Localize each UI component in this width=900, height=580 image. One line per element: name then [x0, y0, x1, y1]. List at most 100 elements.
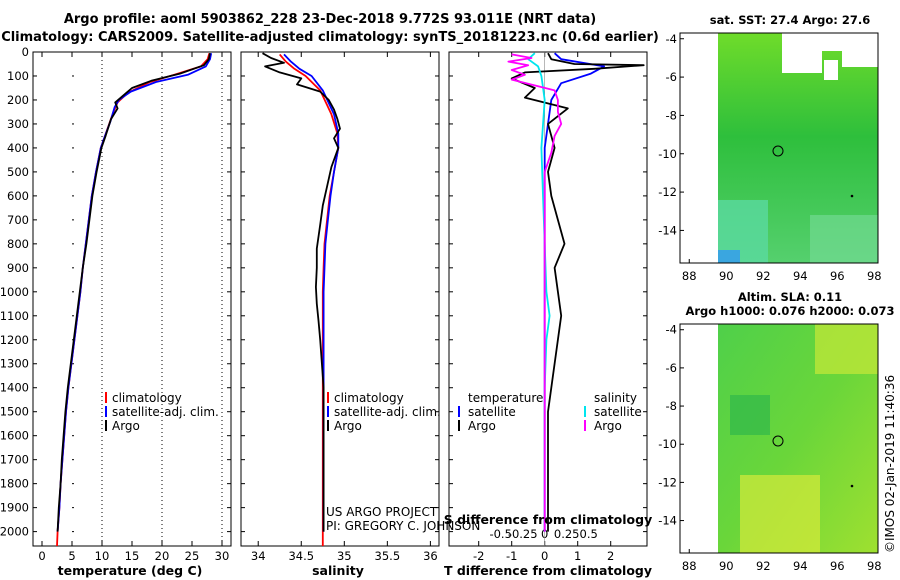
legend-label-argo: Argo — [112, 419, 140, 433]
legend-label-argo: Argo — [334, 419, 362, 433]
depth-tick-label: 1000 — [0, 285, 29, 299]
map-y-tick-label: -8 — [666, 108, 677, 122]
legend-swatch-t-satellite — [458, 406, 460, 417]
legend-label-satellite: satellite-adj. clim. — [112, 405, 219, 419]
x-tick-label: -1 — [506, 549, 517, 563]
depth-tick-label: 200 — [7, 93, 29, 107]
sal-diff-tick-label: 0.25 — [554, 527, 580, 541]
map-y-tick-label: -8 — [666, 399, 677, 413]
depth-tick-label: 1800 — [0, 477, 29, 491]
project-label: US ARGO PROJECT — [326, 505, 438, 519]
sla-map-frame — [679, 323, 879, 554]
map-y-tick-label: -12 — [658, 185, 677, 199]
map-y-tick-label: -6 — [666, 70, 677, 84]
legend-label-s-argo: Argo — [594, 419, 622, 433]
x-tick-label: 35.5 — [375, 549, 401, 563]
depth-tick-label: 600 — [7, 189, 29, 203]
map-x-tick-label: 92 — [756, 559, 771, 573]
x-tick-label: -2 — [473, 549, 484, 563]
profile-line-argo — [262, 52, 341, 532]
profile-line-satellite-adj-clim- — [56, 53, 213, 532]
sla-argo-position-marker — [772, 435, 784, 447]
temperature-axis-label: temperature (deg C) — [58, 563, 203, 578]
map-x-tick-label: 94 — [793, 559, 808, 573]
map-x-tick-label: 94 — [793, 269, 808, 283]
sst-cloud-patch — [782, 51, 822, 73]
x-tick-label: 0 — [38, 549, 45, 563]
depth-tick-label: 700 — [7, 213, 29, 227]
depth-tick-label: 1100 — [0, 309, 29, 323]
figure-title-line1: Argo profile: aoml 5903862_228 23-Dec-20… — [64, 12, 596, 27]
sla-yellow-patch — [740, 475, 820, 553]
depth-tick-label: 1500 — [0, 405, 29, 419]
map-y-tick-label: -12 — [658, 475, 677, 489]
legend-label-s-satellite: satellite — [594, 405, 642, 419]
map-x-tick-label: 98 — [867, 559, 882, 573]
sst-cloud-patch — [842, 51, 878, 67]
legend-swatch-climatology — [105, 392, 107, 403]
sst-island-marker — [850, 194, 854, 198]
depth-tick-label: 400 — [7, 141, 29, 155]
profile-lines — [56, 52, 645, 546]
depth-tick-label: 800 — [7, 237, 29, 251]
map-y-tick-label: -10 — [658, 437, 677, 451]
map-y-tick-label: -4 — [666, 32, 677, 46]
sla-map-title-line1: Altim. SLA: 0.11 — [738, 290, 842, 304]
legend-label-climatology: climatology — [334, 391, 404, 405]
sla-map-title-line2: Argo h1000: 0.076 h2000: 0.073 — [685, 304, 894, 318]
figure-title-line2: Climatology: CARS2009. Satellite-adjuste… — [1, 30, 659, 45]
map-y-tick-label: -14 — [658, 223, 677, 237]
x-tick-label: 10 — [95, 549, 110, 563]
x-tick-label: 1 — [574, 549, 581, 563]
x-tick-label: 25 — [185, 549, 200, 563]
legend-swatch-satellite — [327, 406, 329, 417]
depth-tick-label: 1300 — [0, 357, 29, 371]
map-x-tick-label: 96 — [830, 269, 845, 283]
temperature-panel-frame — [32, 51, 232, 547]
legend-header-temperature: temperature — [468, 391, 543, 405]
depth-tick-label: 0 — [22, 45, 29, 59]
sla-yellow-patch — [815, 324, 878, 374]
profile-line-satellite-adj-clim- — [283, 53, 340, 532]
map-y-tick-label: -14 — [658, 514, 677, 528]
map-x-tick-label: 88 — [682, 559, 697, 573]
temperature-legend: climatology satellite-adj. clim. Argo — [105, 391, 219, 433]
sla-map — [679, 323, 879, 554]
map-x-tick-label: 98 — [867, 269, 882, 283]
depth-tick-label: 100 — [7, 69, 29, 83]
difference-legend-salinity: salinity satellite Argo — [584, 391, 642, 433]
depth-tick-label: 500 — [7, 165, 29, 179]
s-difference-axis-label: S difference from climatology — [444, 512, 653, 527]
x-tick-label: 34 — [251, 549, 266, 563]
legend-label-climatology: climatology — [112, 391, 182, 405]
map-x-tick-label: 92 — [756, 269, 771, 283]
legend-swatch-climatology — [327, 392, 329, 403]
x-tick-label: 20 — [155, 549, 170, 563]
legend-swatch-argo — [327, 420, 329, 431]
depth-tick-label: 1400 — [0, 381, 29, 395]
axis-ticks: 0100200300400500600700800900100011001200… — [0, 32, 882, 573]
sst-cyan-patch — [810, 215, 878, 263]
depth-tick-label: 900 — [7, 261, 29, 275]
depth-tick-label: 1600 — [0, 429, 29, 443]
difference-legend-temperature: temperature satellite Argo — [458, 391, 543, 433]
profile-line-s-satellite — [527, 52, 551, 532]
profile-line-t-satellite — [543, 52, 605, 532]
map-x-tick-label: 88 — [682, 269, 697, 283]
sal-diff-tick-label: 0.5 — [580, 527, 598, 541]
x-tick-label: 30 — [215, 549, 230, 563]
salinity-legend: climatology satellite-adj. clim. Argo — [327, 391, 441, 433]
depth-tick-label: 2000 — [0, 525, 29, 539]
sst-argo-position-marker — [772, 145, 784, 157]
sal-diff-tick-label: -0.25 — [508, 527, 538, 541]
profile-line-t-argo — [510, 52, 645, 532]
profile-line-s-argo — [507, 53, 563, 532]
x-tick-label: 0 — [541, 549, 548, 563]
sal-diff-tick-label: -0.5 — [489, 527, 511, 541]
map-y-tick-label: -10 — [658, 147, 677, 161]
x-tick-label: 2 — [607, 549, 614, 563]
sst-map-frame — [679, 32, 879, 264]
x-tick-label: 35 — [337, 549, 352, 563]
legend-swatch-argo — [105, 420, 107, 431]
